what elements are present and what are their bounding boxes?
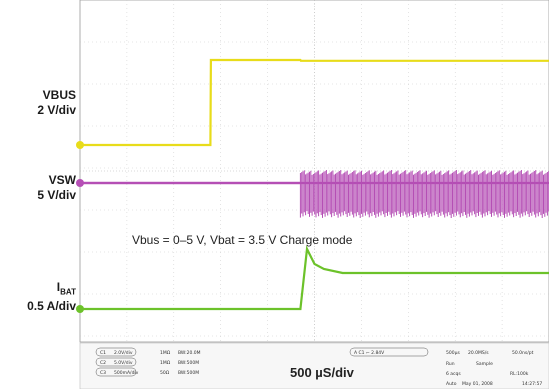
ch1-impedance: 1MΩ (160, 350, 171, 356)
ch2-bandwidth: BW:500M (178, 360, 199, 366)
horizontal-scale: 500µs (446, 350, 460, 356)
ch2-impedance: 1MΩ (160, 360, 171, 366)
traces (80, 58, 549, 311)
ch2-scale: 5.0V/div (114, 360, 133, 366)
vsw-scale: 5 V/div (37, 188, 76, 202)
trace-i (80, 245, 549, 311)
run-status: Run (446, 361, 455, 367)
ch3-bandwidth: BW:500M (178, 370, 199, 376)
ibat-subscript: BAT (60, 287, 76, 297)
grid (79, 0, 549, 343)
ch3-id: C3 (100, 370, 106, 376)
record-length: RL:100k (510, 371, 529, 377)
acq-mode: Sample (476, 361, 493, 367)
sample-rate: 20.0MS/s (468, 350, 489, 356)
vsw-switching-burst (299, 170, 549, 218)
ch1-id: C1 (100, 350, 106, 356)
trigger-readout: A C1 ⌐ 2.84V (354, 350, 385, 356)
points-per-division: 50.0ns/pt (512, 350, 534, 356)
ibat-label: IBAT 0.5 A/div (0, 280, 76, 314)
vsw-label: VSW 5 V/div (0, 173, 76, 203)
trigger-auto: Auto (446, 381, 457, 387)
vsw-name: VSW (48, 173, 76, 187)
marker-vsw (76, 179, 84, 187)
readout-panel: C1 2.0V/div 1MΩ BW:20.0M C2 5.0V/div 1MΩ… (79, 342, 549, 389)
acq-count: 6 acqs (446, 371, 461, 377)
marker-vbus (76, 141, 84, 149)
ch3-impedance: 50Ω (160, 370, 170, 376)
date: May 01, 2008 (462, 381, 493, 387)
ch2-id: C2 (100, 360, 106, 366)
vbus-scale: 2 V/div (37, 103, 76, 117)
marker-i (76, 305, 84, 313)
chart-annotation: Vbus = 0–5 V, Vbat = 3.5 V Charge mode (132, 233, 353, 247)
channel-markers (76, 141, 84, 313)
ch1-bandwidth: BW:20.0M (178, 350, 201, 356)
ibat-scale: 0.5 A/div (27, 299, 76, 314)
ibat-name: I (56, 280, 61, 294)
vbus-name: VBUS (42, 88, 76, 102)
ch1-scale: 2.0V/div (114, 350, 133, 356)
time: 14:27:57 (522, 381, 542, 387)
time-base-label: 500 µS/div (290, 365, 354, 380)
trace-vbus (80, 58, 549, 147)
vbus-label: VBUS 2 V/div (0, 88, 76, 118)
ch3-scale: 500mA/div (114, 370, 139, 376)
